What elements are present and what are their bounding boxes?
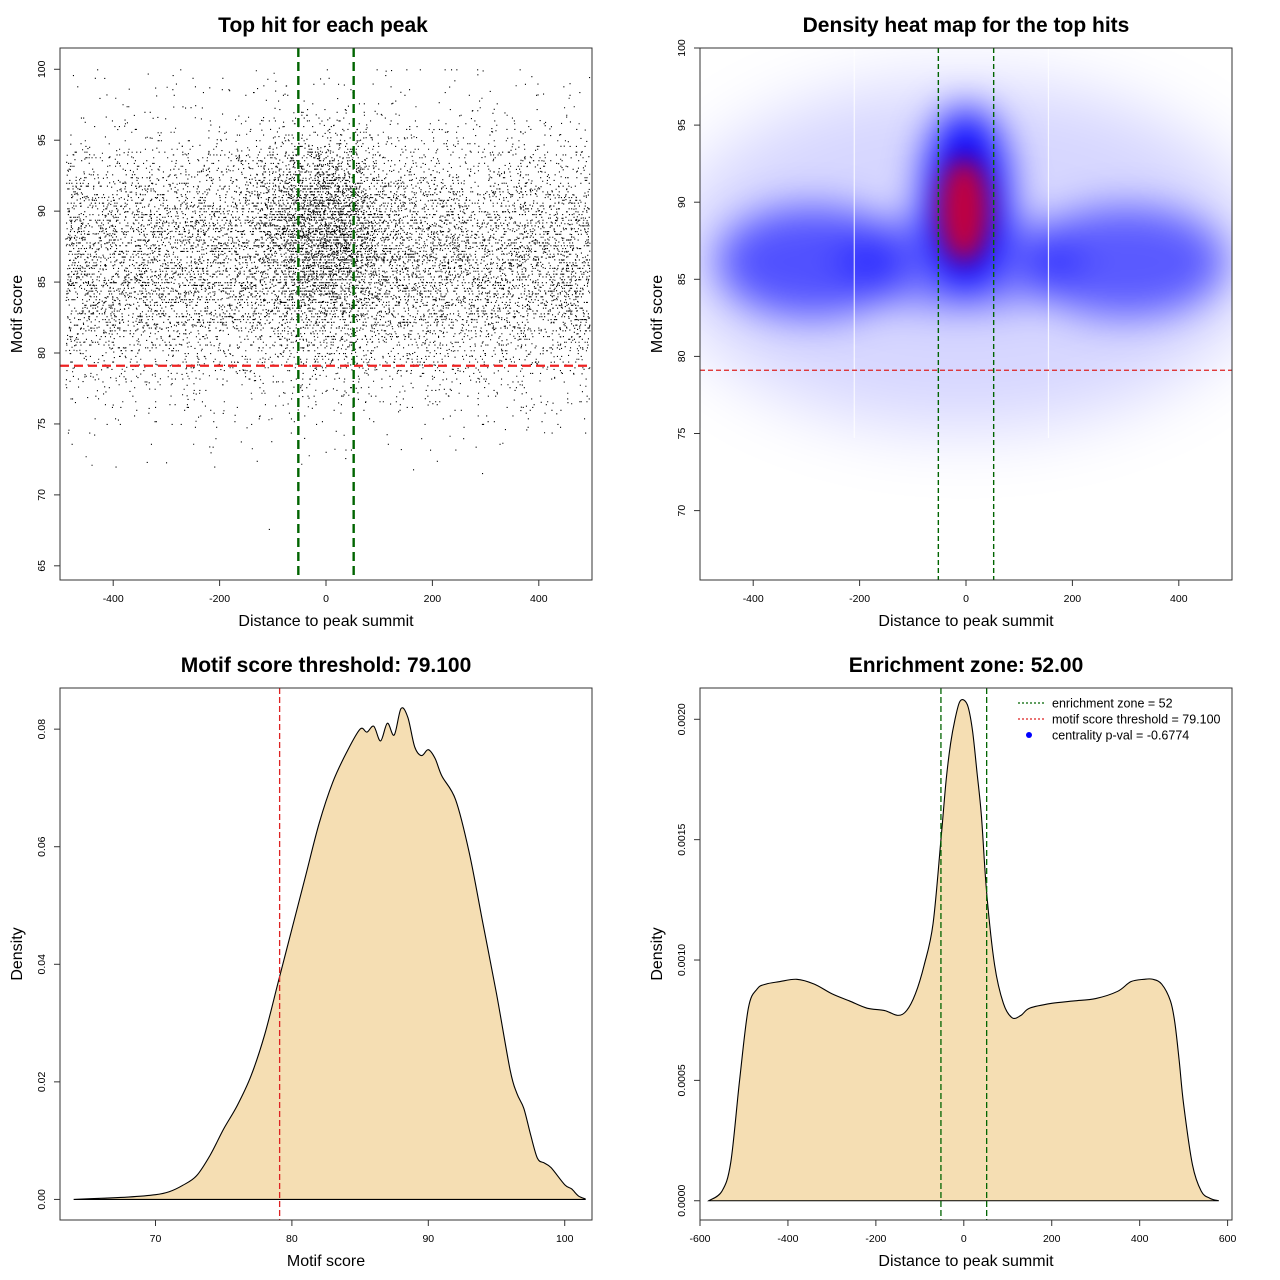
x-axis-label: Distance to peak summit — [238, 613, 414, 630]
x-tick-label: -400 — [103, 593, 124, 605]
density-hotspot — [939, 158, 989, 262]
x-axis-label: Distance to peak summit — [878, 1253, 1054, 1270]
density-area — [707, 699, 1219, 1202]
chart-title: Top hit for each peak — [218, 14, 428, 37]
y-tick-label: 65 — [36, 560, 48, 572]
x-axis: -400 -200 0 200 400 — [743, 579, 1188, 605]
y-tick-label: 0.0020 — [676, 703, 688, 735]
x-tick-label: 400 — [530, 593, 548, 605]
density-band-right — [1026, 207, 1226, 317]
panel-score-density: Motif score threshold: 79.100 70 80 90 100 … — [9, 654, 593, 1270]
y-tick-label: 100 — [676, 39, 688, 57]
y-tick-label: 80 — [676, 350, 688, 362]
heatmap-band — [717, 108, 1226, 317]
x-tick-label: 400 — [1170, 593, 1188, 605]
y-tick-label: 0.04 — [36, 954, 48, 975]
chart-title: Enrichment zone: 52.00 — [849, 654, 1084, 677]
x-tick-label: 0 — [961, 1233, 967, 1245]
x-tick-label: -400 — [743, 593, 764, 605]
x-tick-label: 200 — [1043, 1233, 1061, 1245]
x-tick-label: -600 — [689, 1233, 710, 1245]
y-tick-label: 95 — [676, 119, 688, 131]
x-axis: -600 -400 -200 0 200 400 600 — [689, 1219, 1237, 1245]
x-axis-label: Distance to peak summit — [878, 613, 1054, 630]
y-axis-label: Density — [649, 927, 666, 980]
y-axis-label: Motif score — [9, 275, 26, 353]
y-tick-label: 85 — [36, 276, 48, 288]
panel-heatmap: Density heat map for the top hits -400 -2… — [649, 14, 1233, 630]
y-tick-label: 0.02 — [36, 1071, 48, 1092]
y-tick-label: 75 — [676, 428, 688, 440]
x-tick-label: 0 — [963, 593, 969, 605]
x-tick-label: 200 — [424, 593, 442, 605]
y-tick-label: 90 — [676, 196, 688, 208]
heatmap-density — [700, 48, 1232, 580]
chart-title: Motif score threshold: 79.100 — [181, 654, 472, 677]
panel-distance-density: Enrichment zone: 52.00 -600 -400 -200 0 200 4… — [649, 654, 1237, 1270]
y-tick-label: 90 — [36, 205, 48, 217]
reference-lines — [60, 48, 592, 580]
x-tick-label: 0 — [323, 593, 329, 605]
y-tick-label: 100 — [36, 60, 48, 78]
x-tick-label: 90 — [422, 1233, 434, 1245]
y-axis-label: Motif score — [649, 275, 666, 353]
y-tick-label: 0.0000 — [676, 1185, 688, 1217]
legend-dot-pval — [1026, 732, 1032, 738]
y-tick-label: 70 — [676, 505, 688, 517]
legend-label-enrichment: enrichment zone = 52 — [1052, 697, 1173, 711]
y-tick-label: 0.08 — [36, 719, 48, 740]
y-tick-label: 0.0005 — [676, 1064, 688, 1096]
x-axis-label: Motif score — [287, 1253, 365, 1270]
y-tick-label: 70 — [36, 489, 48, 501]
y-tick-label: 85 — [676, 273, 688, 285]
y-axis: 65 70 75 80 85 90 95 100 — [36, 60, 61, 572]
density-area — [73, 707, 586, 1200]
scatter-point-cloud — [65, 69, 591, 531]
y-axis: 0.0000 0.0005 0.0010 0.0015 0.0020 — [676, 703, 701, 1217]
legend: enrichment zone = 52 motif score thresho… — [1018, 697, 1221, 743]
x-tick-label: 400 — [1131, 1233, 1149, 1245]
y-tick-label: 80 — [36, 347, 48, 359]
x-tick-label: -400 — [777, 1233, 798, 1245]
legend-label-pval: centrality p-val = -0.6774 — [1052, 729, 1189, 743]
x-tick-label: -200 — [865, 1233, 886, 1245]
y-tick-label: 95 — [36, 134, 48, 146]
scatter-points — [65, 69, 591, 531]
x-tick-label: 70 — [150, 1233, 162, 1245]
x-axis: 70 80 90 100 — [150, 1219, 574, 1245]
y-axis: 0.00 0.02 0.04 0.06 0.08 — [36, 719, 61, 1210]
y-tick-label: 0.06 — [36, 836, 48, 857]
x-tick-label: 600 — [1219, 1233, 1237, 1245]
y-tick-label: 0.0010 — [676, 944, 688, 976]
x-tick-label: 200 — [1064, 593, 1082, 605]
reference-lines — [700, 48, 1232, 580]
x-tick-label: -200 — [209, 593, 230, 605]
y-axis-label: Density — [9, 927, 26, 980]
heatmap-hotspot — [939, 158, 989, 262]
panel-scatter: Top hit for each peak -400 -200 0 200 400 65… — [9, 14, 593, 630]
x-tick-label: 80 — [286, 1233, 298, 1245]
y-tick-label: 75 — [36, 418, 48, 430]
density-band-left — [717, 207, 907, 317]
y-tick-label: 0.00 — [36, 1189, 48, 1210]
x-tick-label: -200 — [849, 593, 870, 605]
legend-label-threshold: motif score threshold = 79.100 — [1052, 713, 1221, 727]
y-tick-label: 0.0015 — [676, 823, 688, 855]
reference-lines — [940, 688, 988, 1220]
y-axis: 70 75 80 85 90 95 100 — [676, 39, 701, 517]
x-tick-label: 100 — [556, 1233, 574, 1245]
chart-title: Density heat map for the top hits — [803, 14, 1130, 37]
x-axis: -400 -200 0 200 400 — [103, 579, 548, 605]
